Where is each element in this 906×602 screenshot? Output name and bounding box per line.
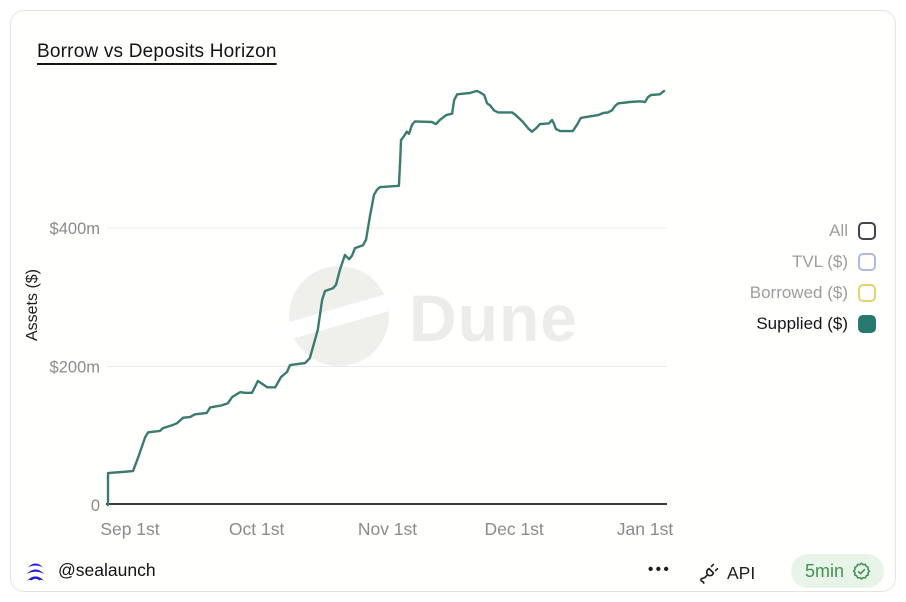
dune-watermark-text: Dune: [409, 281, 578, 355]
legend-item-borrowed[interactable]: Borrowed ($): [750, 284, 876, 302]
legend-checkbox-borrowed[interactable]: [858, 284, 876, 302]
author-handle: @sealaunch: [58, 560, 156, 580]
chart-legend: All TVL ($) Borrowed ($) Supplied ($): [750, 222, 876, 333]
refresh-interval-text: 5min: [804, 560, 844, 581]
legend-label-supplied: Supplied ($): [756, 314, 848, 333]
chart-title: Borrow vs Deposits Horizon: [37, 41, 277, 62]
author-credit[interactable]: @sealaunch: [22, 557, 156, 584]
y-tick-label: $400m: [50, 220, 100, 238]
sealaunch-logo-icon: [26, 563, 45, 581]
legend-item-all[interactable]: All: [829, 222, 876, 240]
legend-checkbox-all[interactable]: [858, 222, 876, 240]
dune-watermark: Dune: [279, 266, 578, 366]
api-button-label: API: [727, 563, 756, 583]
legend-label-tvl: TVL ($): [791, 252, 848, 271]
legend-label-borrowed: Borrowed ($): [749, 283, 848, 302]
x-tick-label: Dec 1st: [484, 519, 543, 539]
supplied-series-line: [106, 89, 666, 507]
legend-checkbox-supplied[interactable]: [858, 315, 876, 333]
more-options-button[interactable]: •••: [648, 561, 672, 578]
x-tick-label: Sep 1st: [100, 519, 159, 539]
y-tick-label: $200m: [50, 359, 100, 377]
legend-label-all: All: [829, 221, 848, 240]
x-axis-tick-labels: Sep 1st Oct 1st Nov 1st Dec 1st Jan 1st: [100, 519, 673, 539]
api-button[interactable]: API: [697, 562, 755, 585]
verified-check-icon: [852, 561, 871, 580]
legend-checkbox-tvl[interactable]: [858, 253, 876, 271]
x-tick-label: Nov 1st: [358, 519, 417, 539]
plug-icon: [700, 563, 719, 584]
y-tick-label: 0: [91, 497, 100, 515]
legend-item-supplied[interactable]: Supplied ($): [756, 315, 876, 333]
x-tick-label: Jan 1st: [617, 519, 674, 539]
dune-logo-slash: [279, 291, 402, 342]
y-axis-tick-labels: 0 $200m $400m: [50, 220, 100, 515]
legend-item-tvl[interactable]: TVL ($): [792, 253, 876, 271]
refresh-interval-badge[interactable]: 5min: [790, 554, 884, 588]
y-axis-title: Assets ($): [24, 269, 41, 341]
x-tick-label: Oct 1st: [229, 519, 285, 539]
gridlines: [107, 227, 667, 367]
